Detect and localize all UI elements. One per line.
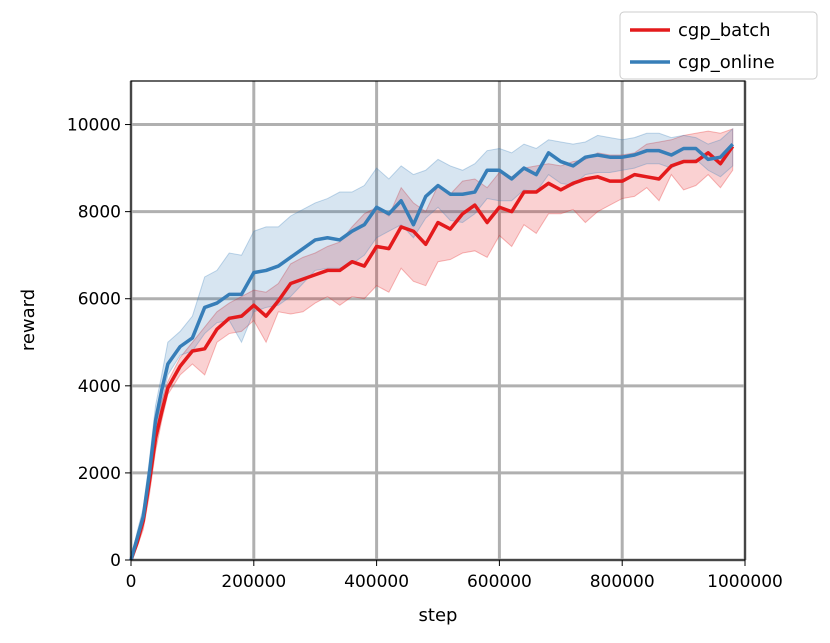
grid bbox=[129, 81, 747, 562]
x-tick-label: 1000000 bbox=[707, 572, 783, 592]
y-tick-label: 2000 bbox=[78, 464, 121, 484]
ticks: 0 200000 400000 600000 800000 1000000 0 2000 400… bbox=[67, 116, 783, 592]
line-cgp-batch bbox=[129, 145, 735, 561]
y-tick-label: 0 bbox=[110, 551, 121, 571]
legend-label-cgp-online: cgp_online bbox=[678, 52, 775, 73]
y-tick-label: 6000 bbox=[78, 290, 121, 310]
x-tick-label: 0 bbox=[126, 572, 137, 592]
x-tick-label: 200000 bbox=[221, 572, 286, 592]
y-tick-label: 4000 bbox=[78, 377, 121, 397]
legend-label-cgp-batch: cgp_batch bbox=[678, 20, 771, 41]
y-tick-label: 8000 bbox=[78, 203, 121, 223]
legend: cgp_batch cgp_online bbox=[619, 11, 818, 80]
band-cgp-batch bbox=[130, 128, 734, 561]
y-tick-label: 10000 bbox=[67, 116, 121, 136]
plot-background bbox=[131, 81, 745, 560]
y-axis-label: reward bbox=[18, 289, 39, 351]
x-tick-label: 800000 bbox=[590, 572, 655, 592]
x-axis-label: step bbox=[419, 605, 458, 626]
x-tick-label: 400000 bbox=[344, 572, 409, 592]
line-cgp-online bbox=[129, 142, 734, 561]
plot-frame bbox=[130, 80, 746, 561]
series-lines bbox=[129, 142, 735, 561]
x-tick-label: 600000 bbox=[467, 572, 532, 592]
